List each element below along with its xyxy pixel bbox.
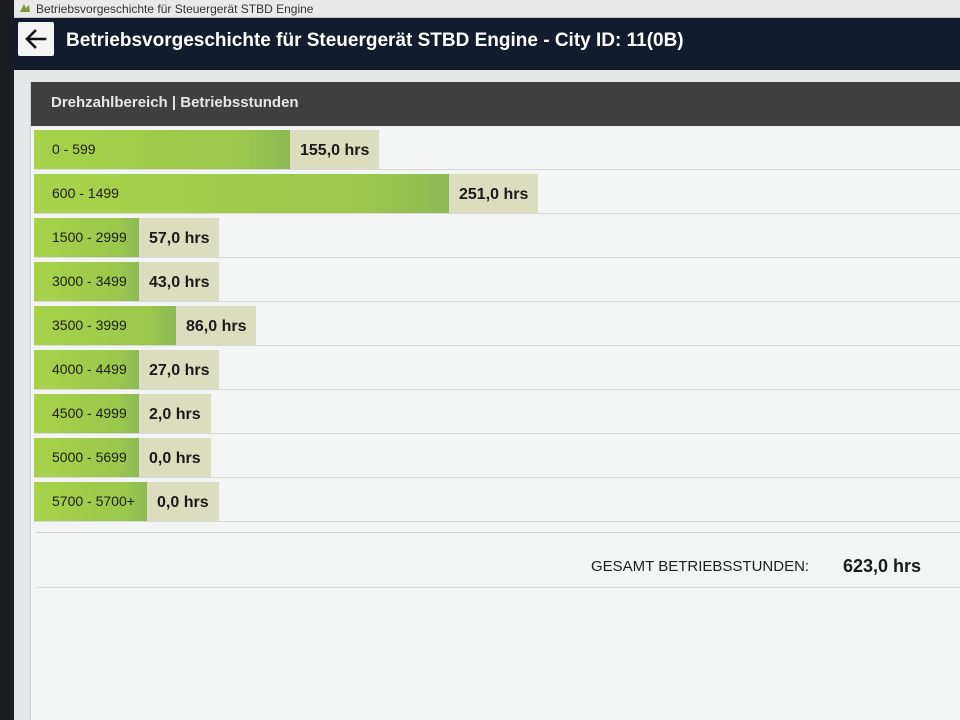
hours-bar [34,218,139,257]
hours-value: 57,0 hrs [139,218,220,257]
hours-bar [34,482,147,521]
app-header: Betriebsvorgeschichte für Steuergerät ST… [14,18,960,70]
rpm-range-row: 4000 - 4499 27,0 hrs [34,348,960,390]
hours-value: 2,0 hrs [139,394,211,433]
rpm-range-label: 0 - 599 [52,141,96,157]
rpm-range-label: 1500 - 2999 [52,229,127,245]
window-title: Betriebsvorgeschichte für Steuergerät ST… [36,2,314,16]
hours-bar [34,306,176,345]
rpm-range-label: 4000 - 4499 [52,361,127,377]
rpm-range-row: 600 - 1499 251,0 hrs [34,172,960,214]
hours-bar [34,438,139,477]
rpm-range-label: 3000 - 3499 [52,273,127,289]
content-area: Drehzahlbereich | Betriebsstunden 0 - 59… [14,70,960,720]
arrow-left-icon [25,29,47,49]
hours-bar [34,130,290,169]
panel-header: Drehzahlbereich | Betriebsstunden [31,82,960,126]
rpm-range-row: 5700 - 5700+ 0,0 hrs [34,480,960,522]
hours-value: 43,0 hrs [139,262,220,301]
hours-bar [34,174,449,213]
rpm-range-label: 5700 - 5700+ [52,493,135,509]
panel-header-title: Drehzahlbereich | Betriebsstunden [51,94,299,111]
divider [37,532,960,533]
rpm-range-row: 1500 - 2999 57,0 hrs [34,216,960,258]
rpm-range-row: 0 - 599 155,0 hrs [34,128,960,170]
rpm-range-row: 5000 - 5699 0,0 hrs [34,436,960,478]
rpm-range-row: 3000 - 3499 43,0 hrs [34,260,960,302]
hours-bar [34,350,139,389]
rpm-range-row: 4500 - 4999 2,0 hrs [34,392,960,434]
hours-value: 0,0 hrs [147,482,219,521]
back-button[interactable] [18,22,54,56]
rpm-range-row: 3500 - 3999 86,0 hrs [34,304,960,346]
window-titlebar: Betriebsvorgeschichte für Steuergerät ST… [14,0,960,18]
app-logo-icon [20,4,30,12]
rpm-range-label: 600 - 1499 [52,185,119,201]
rpm-range-label: 3500 - 3999 [52,317,127,333]
page-title: Betriebsvorgeschichte für Steuergerät ST… [66,30,684,51]
total-hours-value: 623,0 hrs [843,556,922,576]
total-hours-label: GESAMT BETRIEBSSTUNDEN: [591,558,810,575]
hours-value: 86,0 hrs [176,306,257,345]
hours-bar [34,394,139,433]
rpm-range-label: 4500 - 4999 [52,405,127,421]
hours-value: 251,0 hrs [449,174,539,213]
hours-value: 27,0 hrs [139,350,220,389]
rpm-range-label: 5000 - 5699 [52,449,127,465]
hours-bar [34,262,139,301]
hours-value: 155,0 hrs [290,130,380,169]
operating-hours-panel: Drehzahlbereich | Betriebsstunden 0 - 59… [30,82,960,720]
divider [37,587,960,588]
hours-value: 0,0 hrs [139,438,211,477]
